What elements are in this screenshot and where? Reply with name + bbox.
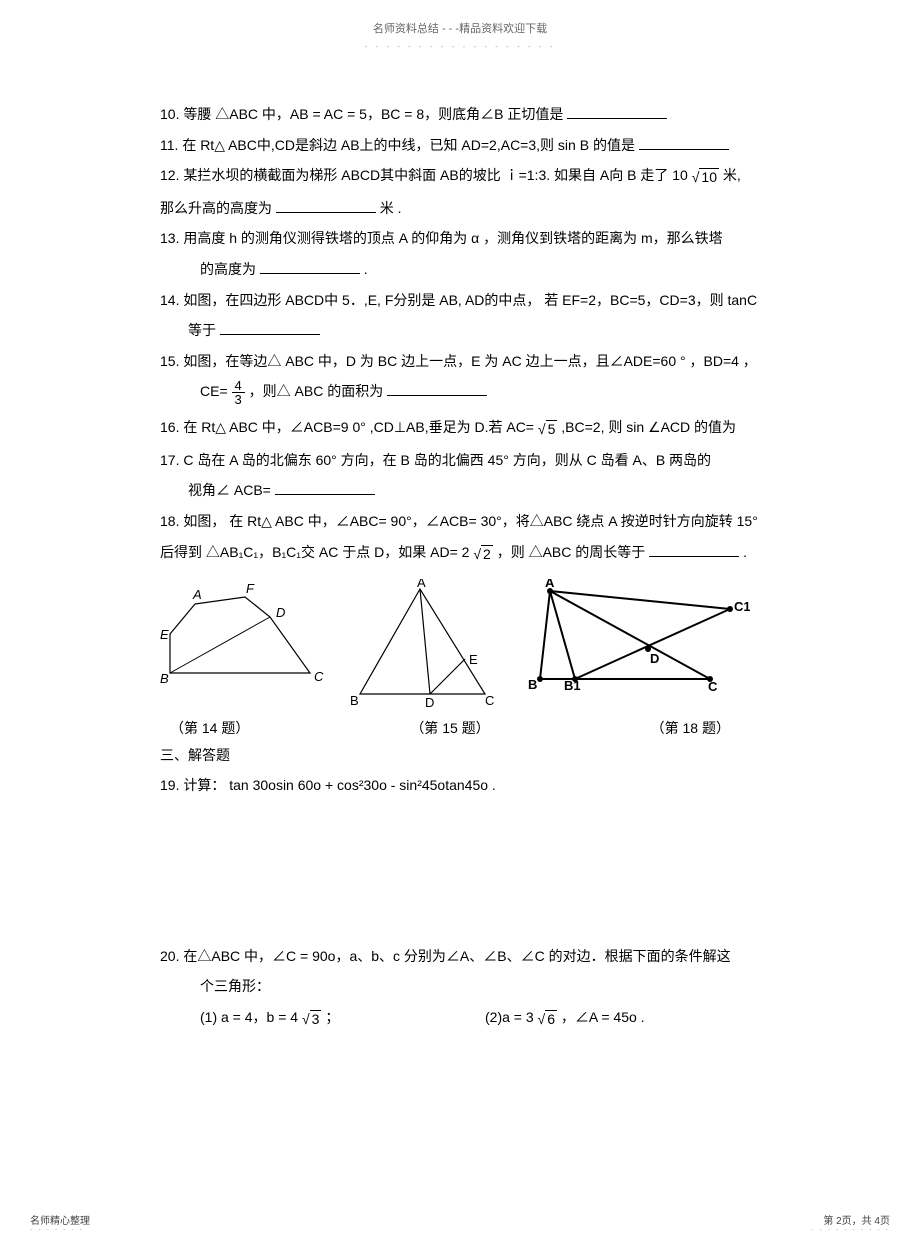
q10-text: 10. 等腰 △ABC 中，AB = AC = 5，BC = 8，则底角∠B 正… — [160, 106, 563, 122]
cap-15: （第 15 题） — [410, 715, 489, 742]
q19: 19. 计算： tan 30osin 60o + cos²30o - sin²4… — [160, 772, 770, 799]
q18-a: 18. 如图， 在 Rt△ ABC 中，∠ABC= 90°，∠ACB= 30°，… — [160, 513, 758, 529]
q10-blank — [567, 105, 667, 119]
q17-blank — [275, 481, 375, 495]
footer-left: 名师精心整理 - - - - - - - — [30, 1212, 90, 1234]
q16-a: 16. 在 Rt△ ABC 中，∠ACB=9 0° ,CD⊥AB,垂足为 D.若… — [160, 419, 534, 435]
svg-text:D: D — [425, 695, 434, 709]
workspace-gap — [160, 803, 770, 943]
section-3: 三、解答题 — [160, 742, 770, 769]
figure-captions: （第 14 题） （第 15 题） （第 18 题） — [160, 715, 770, 742]
figure-15: A B D C E — [335, 579, 515, 709]
q14-b: 等于 — [188, 322, 216, 338]
q11: 11. 在 Rt△ ABC中,CD是斜边 AB上的中线，已知 AD=2,AC=3… — [160, 132, 770, 159]
q13-b: 的高度为 — [200, 261, 256, 277]
page-footer: 名师精心整理 - - - - - - - 第 2页，共 4页 - - - - -… — [30, 1212, 890, 1234]
q10: 10. 等腰 △ABC 中，AB = AC = 5，BC = 8，则底角∠B 正… — [160, 101, 770, 128]
svg-text:C: C — [485, 693, 494, 708]
q14-a: 14. 如图，在四边形 ABCD中 5．,E, F分别是 AB, AD的中点， … — [160, 292, 757, 308]
q20-part1: (1) a = 4，b = 4 √3 ； — [200, 1004, 485, 1033]
q16-b: ,BC=2, 则 sin ∠ACD 的值为 — [561, 419, 736, 435]
q13-line2: 的高度为 . — [160, 256, 770, 283]
q17-a: 17. C 岛在 A 岛的北偏东 60° 方向，在 B 岛的北偏西 45° 方向… — [160, 452, 711, 468]
q15-a: 15. 如图，在等边△ ABC 中，D 为 BC 边上一点，E 为 AC 边上一… — [160, 353, 757, 369]
q15-blank — [387, 382, 487, 396]
svg-text:C1: C1 — [734, 599, 750, 614]
q14-line2: 等于 — [160, 317, 770, 344]
q18-b: 后得到 △AB₁C₁，B₁C₁交 AC 于点 D，如果 AD= 2 — [160, 544, 469, 560]
q17: 17. C 岛在 A 岛的北偏东 60° 方向，在 B 岛的北偏西 45° 方向… — [160, 447, 770, 474]
sqrt-3: √3 — [302, 1006, 321, 1033]
q12: 12. 某拦水坝的横截面为梯形 ABCD其中斜面 AB的坡比 ｉ=1:3. 如果… — [160, 162, 770, 191]
page-header: 名师资料总结 - - -精品资料欢迎下载 — [30, 20, 890, 36]
q20-line2: 个三角形： — [160, 973, 770, 1000]
svg-text:C: C — [708, 679, 718, 694]
q15-c: ，则△ ABC 的面积为 — [249, 383, 384, 399]
header-dots: - - - - - - - - - - - - - - - - - - — [30, 42, 890, 51]
svg-text:A: A — [545, 579, 555, 590]
svg-text:F: F — [246, 581, 255, 596]
svg-text:B: B — [528, 677, 537, 692]
q12-line2: 那么升高的高度为 米 . — [160, 195, 770, 222]
svg-text:E: E — [160, 627, 169, 642]
content-body: 10. 等腰 △ABC 中，AB = AC = 5，BC = 8，则底角∠B 正… — [30, 101, 890, 1033]
q20-a: 20. 在△ABC 中，∠C = 90o，a、b、c 分别为∠A、∠B、∠C 的… — [160, 948, 731, 964]
footer-right: 第 2页，共 4页 - - - - - - - - - - — [811, 1212, 890, 1234]
q18-c: ，则 △ABC 的周长等于 — [497, 544, 646, 560]
q13: 13. 用高度 h 的测角仪测得铁塔的顶点 A 的仰角为 α ，测角仪到铁塔的距… — [160, 225, 770, 252]
sqrt-10: √10 — [692, 164, 719, 191]
q15: 15. 如图，在等边△ ABC 中，D 为 BC 边上一点，E 为 AC 边上一… — [160, 348, 770, 375]
q20-parts: (1) a = 4，b = 4 √3 ； (2)a = 3 √6 ，∠A = 4… — [160, 1004, 770, 1033]
q13-end: . — [364, 261, 368, 277]
q14-blank — [220, 321, 320, 335]
q17-line2: 视角∠ ACB= — [160, 477, 770, 504]
cap-18: （第 18 题） — [651, 715, 730, 742]
figure-18: A B B1 C C1 D — [520, 579, 750, 699]
q13-a: 13. 用高度 h 的测角仪测得铁塔的顶点 A 的仰角为 α ，测角仪到铁塔的距… — [160, 230, 723, 246]
q14: 14. 如图，在四边形 ABCD中 5．,E, F分别是 AB, AD的中点， … — [160, 287, 770, 314]
svg-text:E: E — [469, 652, 478, 667]
q12-unit: 米 . — [380, 200, 402, 216]
sqrt-2: √2 — [473, 541, 492, 568]
svg-text:D: D — [650, 651, 659, 666]
q18: 18. 如图， 在 Rt△ ABC 中，∠ABC= 90°，∠ACB= 30°，… — [160, 508, 770, 535]
q11-text: 11. 在 Rt△ ABC中,CD是斜边 AB上的中线，已知 AD=2,AC=3… — [160, 137, 635, 153]
svg-text:C: C — [314, 669, 324, 684]
sqrt-5: √5 — [538, 416, 557, 443]
svg-text:A: A — [192, 587, 202, 602]
q12-a: 12. 某拦水坝的横截面为梯形 ABCD其中斜面 AB的坡比 ｉ=1:3. 如果… — [160, 167, 688, 183]
q18-line2: 后得到 △AB₁C₁，B₁C₁交 AC 于点 D，如果 AD= 2 √2 ，则 … — [160, 539, 770, 568]
q16: 16. 在 Rt△ ABC 中，∠ACB=9 0° ,CD⊥AB,垂足为 D.若… — [160, 414, 770, 443]
svg-text:B: B — [160, 671, 169, 686]
q13-blank — [260, 260, 360, 274]
q18-blank — [649, 543, 739, 557]
q15-b: CE= — [200, 383, 228, 399]
svg-text:A: A — [417, 579, 426, 590]
q18-end: . — [743, 544, 747, 560]
q20: 20. 在△ABC 中，∠C = 90o，a、b、c 分别为∠A、∠B、∠C 的… — [160, 943, 770, 970]
q12-b: 米, — [723, 167, 741, 183]
q11-blank — [639, 136, 729, 150]
svg-text:D: D — [276, 605, 285, 620]
cap-14: （第 14 题） — [170, 715, 249, 742]
q12-blank — [276, 199, 376, 213]
q15-line2: CE= 43 ，则△ ABC 的面积为 — [160, 378, 770, 406]
q12-c: 那么升高的高度为 — [160, 200, 272, 216]
sqrt-6: √6 — [538, 1006, 557, 1033]
q17-b: 视角∠ ACB= — [188, 482, 271, 498]
q20-b: 个三角形： — [200, 978, 270, 994]
q20-part2: (2)a = 3 √6 ，∠A = 45o . — [485, 1004, 770, 1033]
figures-row: A F D E B C A B D C E — [160, 579, 770, 709]
svg-text:B1: B1 — [564, 678, 581, 693]
frac-4-3: 43 — [232, 379, 245, 406]
svg-text:B: B — [350, 693, 359, 708]
figure-14: A F D E B C — [160, 579, 330, 694]
